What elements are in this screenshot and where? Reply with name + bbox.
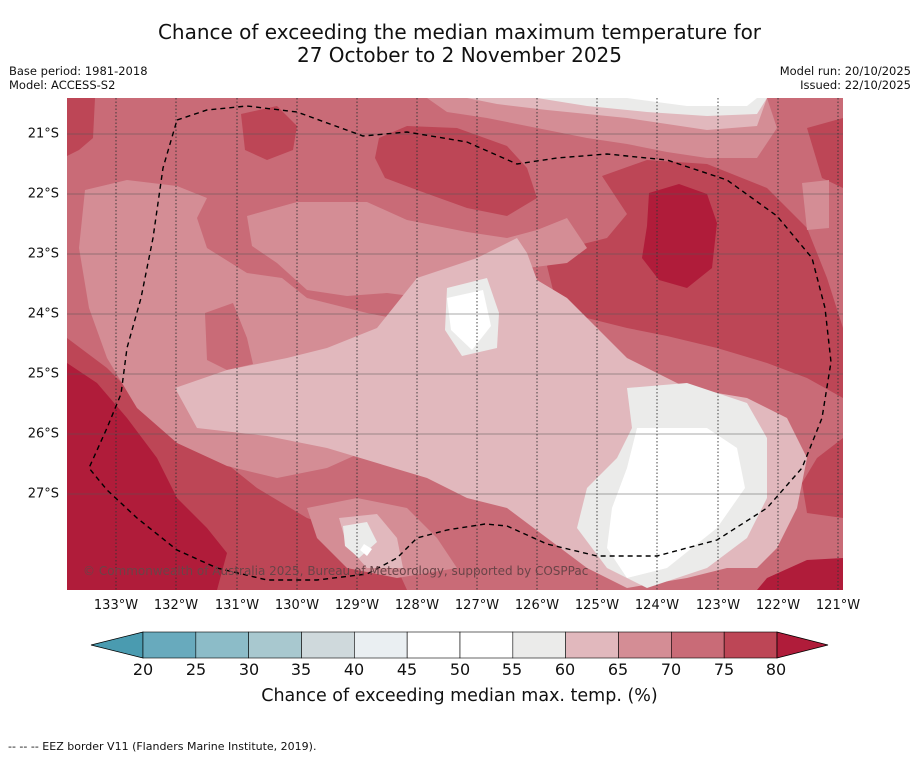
- colorbar-under-triangle: [90, 631, 144, 659]
- colorbar-segment: [301, 631, 355, 659]
- lon-label-122w: 122°W: [755, 598, 801, 613]
- colorbar-segment: [195, 631, 249, 659]
- lon-label-131w: 131°W: [214, 598, 260, 613]
- meta-right: Model run: 20/10/2025 Issued: 22/10/2025: [780, 64, 911, 92]
- lon-label-132w: 132°W: [153, 598, 199, 613]
- lon-label-126w: 126°W: [514, 598, 560, 613]
- lon-label-133w: 133°W: [93, 598, 139, 613]
- base-period: Base period: 1981-2018: [9, 64, 148, 78]
- colorbar-segment: [142, 631, 197, 659]
- colorbar-segment: [512, 631, 566, 659]
- colorbar-over-triangle: [776, 631, 829, 659]
- contour-band-45-55: [360, 544, 372, 556]
- lon-label-127w: 127°W: [454, 598, 500, 613]
- colorbar-tick: 50: [449, 660, 471, 679]
- lon-gridlines: [115, 98, 839, 590]
- lat-label-24s: 24°S: [27, 306, 59, 322]
- colorbar-tick: 70: [660, 660, 682, 679]
- contour-band-75-80: [67, 98, 95, 156]
- colorbar-segments: [142, 631, 778, 659]
- model-name: Model: ACCESS-S2: [9, 78, 116, 92]
- lat-label-21s: 21°S: [27, 126, 59, 142]
- colorbar-segment: [723, 631, 778, 659]
- contour-band-75-80: [375, 126, 537, 216]
- eez-legend-note: -- -- -- EEZ border V11 (Flanders Marine…: [8, 740, 317, 753]
- colorbar-tick: 75: [713, 660, 735, 679]
- colorbar-tick: 30: [238, 660, 260, 679]
- map-title-line-2: 27 October to 2 November 2025: [296, 43, 623, 67]
- lat-label-23s: 23°S: [27, 246, 59, 262]
- lon-label-125w: 125°W: [574, 598, 620, 613]
- contour-band-45-55: [627, 98, 757, 106]
- contour-band-above-80: [67, 363, 227, 590]
- contour-band-45-55: [607, 428, 745, 578]
- colorbar-segment: [565, 631, 619, 659]
- colorbar-tick: 55: [501, 660, 523, 679]
- colorbar-segment: [248, 631, 302, 659]
- contour-band-75-80: [807, 118, 843, 188]
- lon-label-128w: 128°W: [394, 598, 440, 613]
- colorbar-tick: 65: [607, 660, 629, 679]
- colorbar-segment: [618, 631, 672, 659]
- contour-band-65-70: [802, 180, 829, 230]
- colorbar-tick: 40: [343, 660, 365, 679]
- colorbar: [90, 631, 829, 659]
- lon-label-124w: 124°W: [634, 598, 680, 613]
- contour-band-above-80: [757, 558, 843, 590]
- colorbar-tick: 35: [290, 660, 312, 679]
- contour-band-above-80: [642, 184, 717, 288]
- colorbar-tick: 80: [765, 660, 787, 679]
- contour-band-75-80: [241, 106, 297, 160]
- colorbar-segment: [406, 631, 461, 659]
- map-title-line-1: Chance of exceeding the median maximum t…: [157, 20, 762, 44]
- issued-date: Issued: 22/10/2025: [800, 78, 911, 92]
- colorbar-segment: [459, 631, 514, 659]
- lat-label-25s: 25°S: [27, 366, 59, 382]
- model-run: Model run: 20/10/2025: [779, 64, 911, 78]
- contour-band-70-75: [205, 303, 253, 370]
- copyright-text: © Commonwealth of Australia 2025, Bureau…: [83, 564, 589, 578]
- lon-label-129w: 129°W: [334, 598, 380, 613]
- forecast-map: © Commonwealth of Australia 2025, Bureau…: [67, 98, 843, 590]
- lat-label-27s: 27°S: [27, 486, 59, 502]
- lat-label-26s: 26°S: [27, 426, 59, 442]
- meta-left: Base period: 1981-2018 Model: ACCESS-S2: [9, 64, 148, 92]
- colorbar-segment: [354, 631, 408, 659]
- colorbar-tick: 25: [185, 660, 207, 679]
- forecast-map-svg: [67, 98, 843, 590]
- colorbar-segment: [671, 631, 725, 659]
- colorbar-tick: 45: [396, 660, 418, 679]
- contour-band-75-80: [802, 438, 843, 518]
- lat-label-22s: 22°S: [27, 186, 59, 202]
- colorbar-tick: 60: [554, 660, 576, 679]
- lon-label-121w: 121°W: [815, 598, 861, 613]
- colorbar-tick: 20: [132, 660, 154, 679]
- gridlines: [67, 133, 843, 495]
- colorbar-label: Chance of exceeding median max. temp. (%…: [261, 686, 658, 706]
- lon-label-130w: 130°W: [274, 598, 320, 613]
- eez-border: [88, 105, 832, 581]
- contour-band-45-55: [447, 290, 491, 350]
- lon-label-123w: 123°W: [695, 598, 741, 613]
